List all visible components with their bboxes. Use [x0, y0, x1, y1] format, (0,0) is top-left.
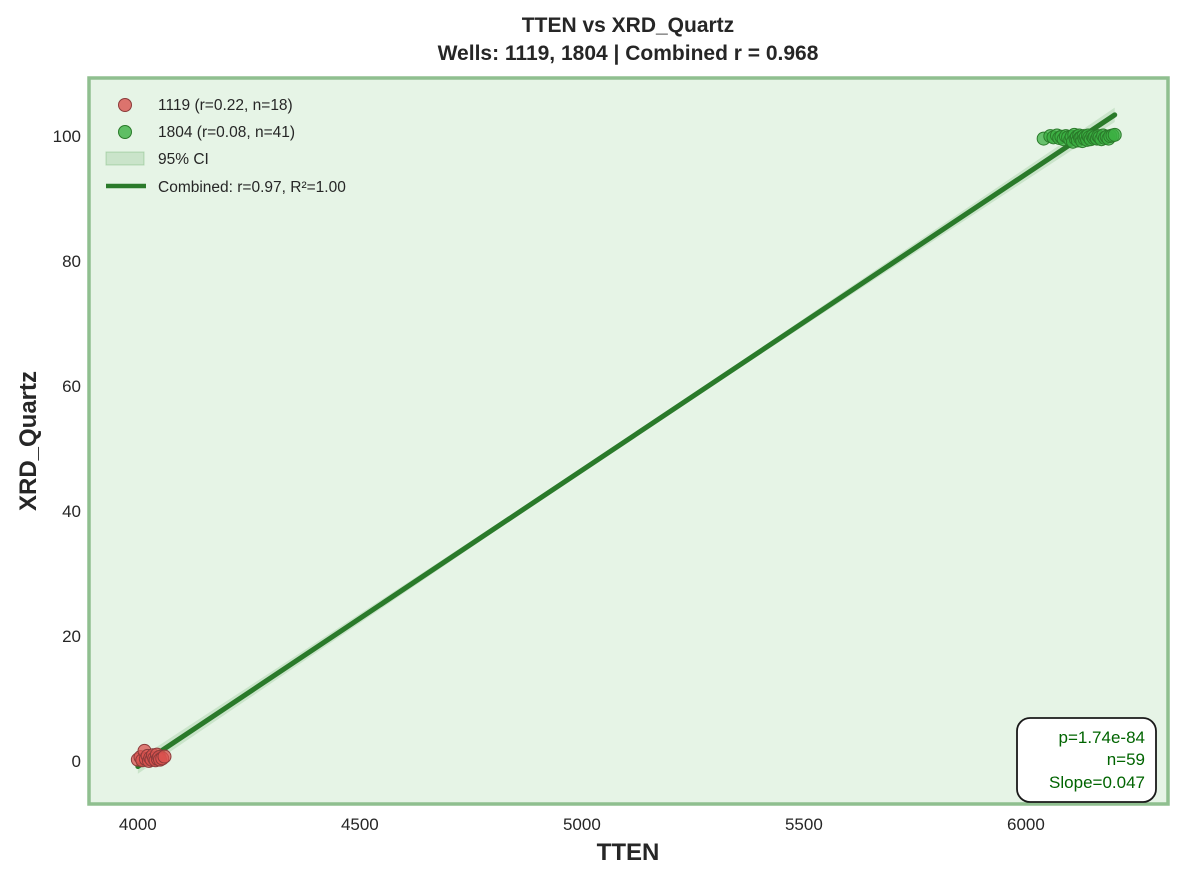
y-tick-label: 0: [72, 752, 81, 771]
stats-box: p=1.74e-84 n=59 Slope=0.047: [1016, 717, 1157, 803]
x-axis-label: TTEN: [597, 839, 660, 866]
stats-n: n=59: [1107, 750, 1145, 769]
stats-p-value: p=1.74e-84: [1059, 728, 1146, 747]
scatter-points: [130, 127, 1122, 768]
legend-label-1119: 1119 (r=0.22, n=18): [158, 97, 293, 114]
point-1804: [1107, 127, 1122, 142]
x-tick-label: 4500: [341, 815, 379, 834]
chart-title-line1: TTEN vs XRD_Quartz: [522, 14, 734, 37]
y-tick-label: 60: [62, 377, 81, 396]
chart-title-line2: Wells: 1119, 1804 | Combined r = 0.968: [438, 42, 819, 65]
stats-slope: Slope=0.047: [1049, 773, 1145, 792]
y-tick-label: 40: [62, 502, 81, 521]
legend-ci-swatch: [105, 151, 145, 166]
legend-marker-1804: [118, 125, 132, 139]
point-1119: [157, 749, 172, 764]
legend: 1119 (r=0.22, n=18) 1804 (r=0.08, n=41) …: [105, 97, 346, 196]
legend-label-1804: 1804 (r=0.08, n=41): [158, 124, 295, 141]
regression-line-group: [135, 112, 1118, 770]
y-tick-label: 100: [53, 127, 81, 146]
y-tick-label: 20: [62, 627, 81, 646]
legend-label-fit: Combined: r=0.97, R²=1.00: [158, 179, 346, 196]
legend-marker-1119: [118, 98, 132, 112]
x-tick-label: 6000: [1007, 815, 1045, 834]
x-tick-label: 5000: [563, 815, 601, 834]
y-axis-label: XRD_Quartz: [15, 371, 42, 511]
x-axis-ticks: 4000 4500 5000 5500 6000: [119, 815, 1045, 834]
y-tick-label: 80: [62, 252, 81, 271]
y-axis-ticks: 0 20 40 60 80 100: [53, 127, 81, 771]
regression-line: [135, 112, 1118, 770]
x-tick-label: 5500: [785, 815, 823, 834]
x-tick-label: 4000: [119, 815, 157, 834]
legend-label-ci: 95% CI: [158, 151, 209, 168]
